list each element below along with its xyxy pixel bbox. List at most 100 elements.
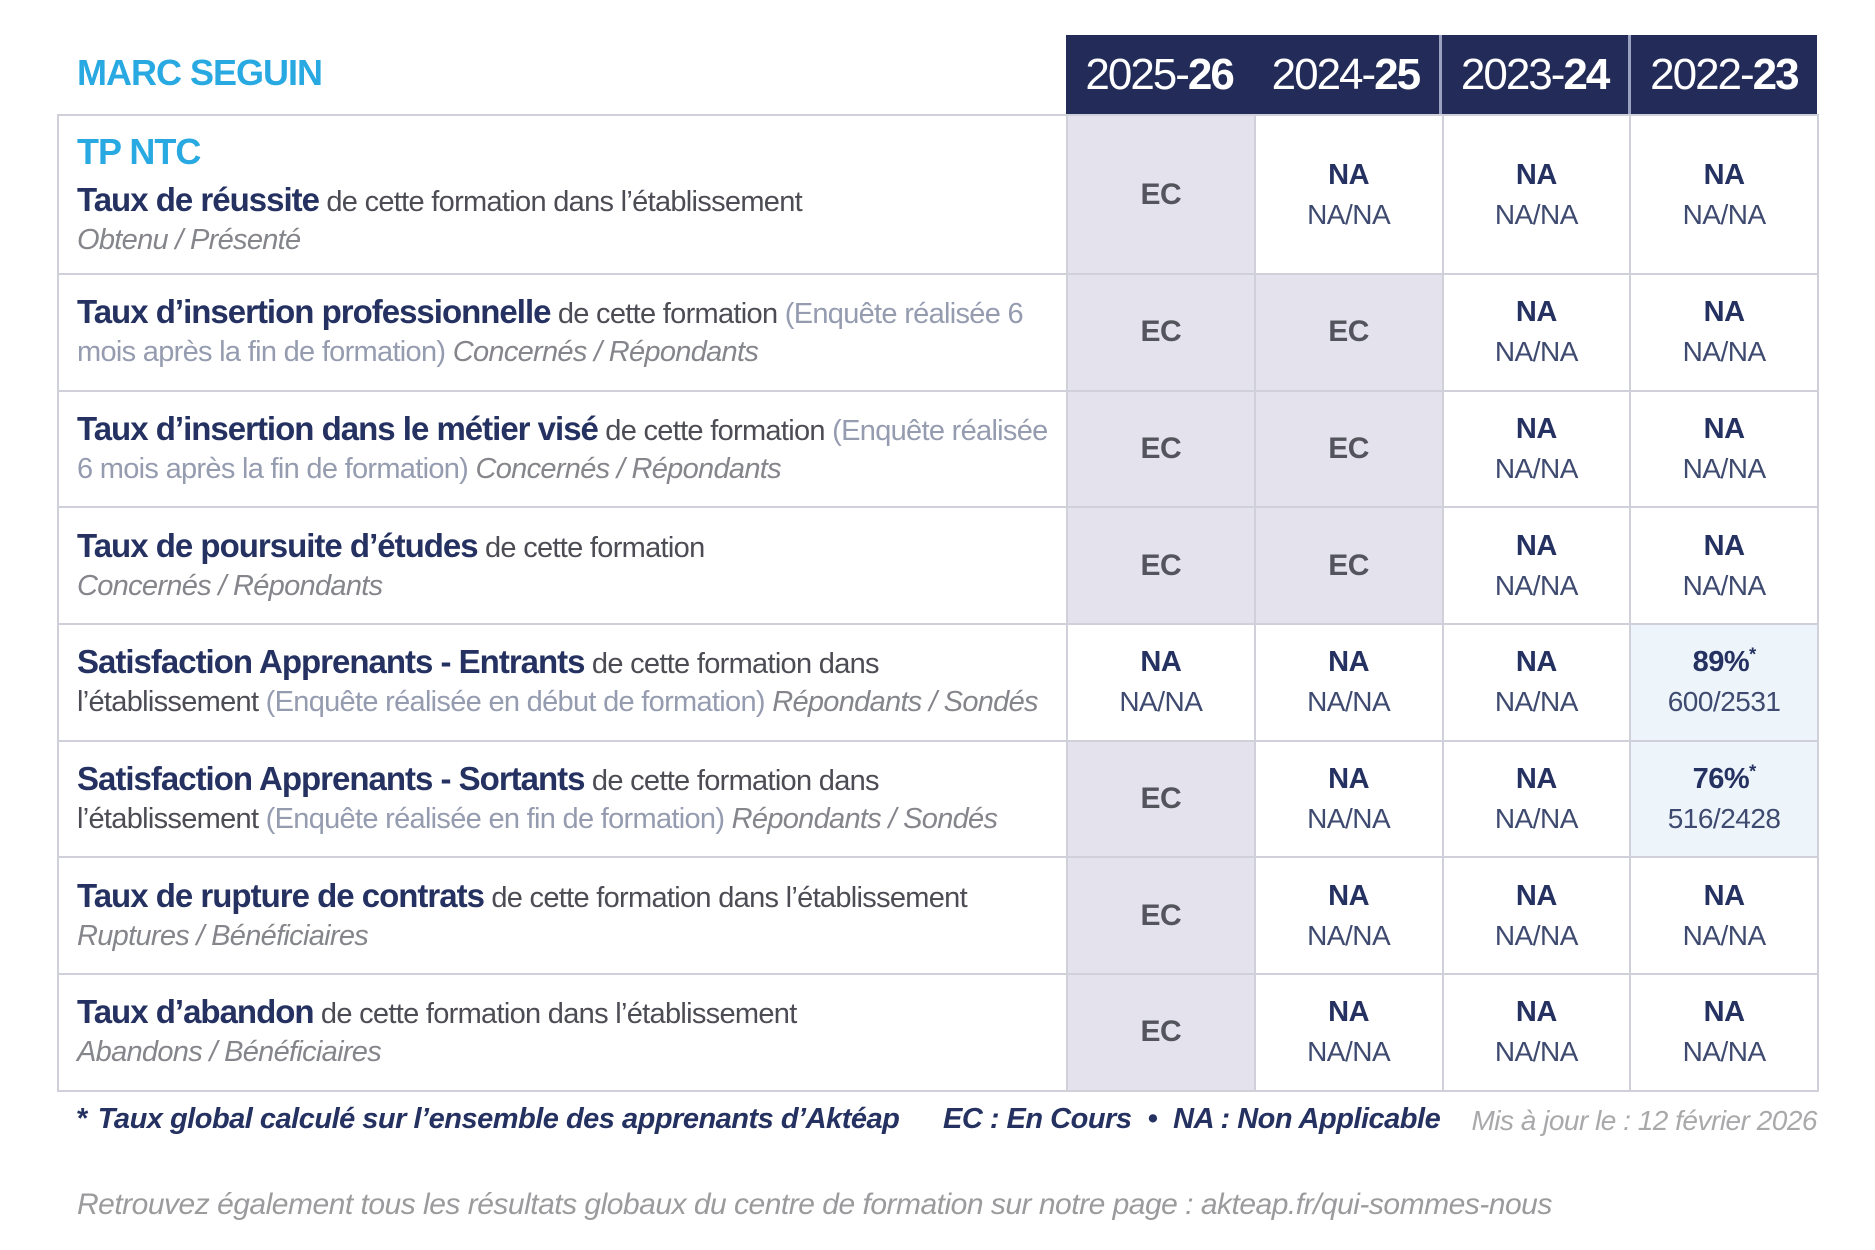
cell-value: NA — [1703, 996, 1745, 1029]
data-cell: 76%* 516/2428 — [1631, 741, 1819, 859]
data-cell: NA NA/NA — [1443, 508, 1632, 626]
row-label: Satisfaction Apprenants - Entrants de ce… — [59, 625, 1068, 742]
legend-separator: • — [1147, 1103, 1158, 1135]
data-cell: NA NA/NA — [1255, 858, 1444, 976]
metric-title: Satisfaction Apprenants - Entrants — [77, 643, 586, 681]
footnote-text: Taux global calculé sur l’ensemble des a… — [97, 1103, 900, 1135]
cell-value: NA — [1328, 996, 1370, 1029]
cell-value: NA — [1515, 529, 1557, 562]
year-header-cell: 2022- 23 — [1627, 35, 1817, 114]
cell-detail: NA/NA — [1494, 198, 1579, 230]
data-cell: 89%* 600/2531 — [1631, 625, 1819, 742]
metric-title: Taux d’abandon — [77, 993, 315, 1031]
row-label: Taux d’insertion professionnelle de cett… — [59, 275, 1068, 392]
metric-sub: Concernés / Répondants — [475, 453, 782, 486]
row-label: Taux de rupture de contrats de cette for… — [59, 858, 1068, 976]
footnote: * Taux global calculé sur l’ensemble des … — [77, 1103, 900, 1136]
metric-text: Taux de poursuite d’études de cette form… — [77, 527, 1050, 605]
metric-sub: Ruptures / Bénéficiaires — [77, 919, 369, 952]
row-label: TP NTC Taux de réussite de cette formati… — [59, 116, 1068, 275]
metric-sub: Obtenu / Présenté — [77, 223, 301, 256]
metric-desc: de cette formation dans l’établissement — [77, 648, 880, 719]
updated-date: Mis à jour le : 12 février 2026 — [1471, 1105, 1817, 1136]
data-cell: EC — [1255, 508, 1444, 626]
data-cell: EC — [1068, 275, 1256, 392]
data-cell: NA NA/NA — [1631, 116, 1819, 275]
cell-detail: NA/NA — [1307, 1036, 1391, 1068]
cell-value: NA — [1703, 413, 1745, 446]
metric-paren: (Enquête réalisée en début de formation) — [265, 686, 773, 719]
cell-value: EC — [1328, 548, 1369, 582]
cell-detail: NA/NA — [1494, 336, 1579, 368]
cell-value: NA — [1515, 763, 1557, 796]
cell-value: EC — [1140, 177, 1182, 211]
year-header-cell: 2023- 24 — [1438, 35, 1628, 114]
data-cell: EC — [1068, 858, 1256, 976]
cell-detail: NA/NA — [1119, 686, 1203, 718]
metric-desc: de cette formation dans l’établissement — [77, 765, 880, 836]
footer-info: Retrouvez également tous les résultats g… — [77, 1188, 1552, 1221]
cell-detail: NA/NA — [1682, 336, 1767, 368]
data-cell: NA NA/NA — [1631, 391, 1819, 509]
cell-value: EC — [1328, 432, 1369, 466]
results-table: TP NTC Taux de réussite de cette formati… — [57, 114, 1819, 1092]
metric-desc: de cette formation — [597, 415, 833, 448]
metric-text: Taux de rupture de contrats de cette for… — [77, 877, 1050, 955]
year-prefix: 2024- — [1271, 49, 1377, 99]
metric-sub: Répondants / Sondés — [772, 686, 1038, 719]
data-cell: NA NA/NA — [1255, 975, 1444, 1092]
year-prefix: 2023- — [1460, 49, 1566, 99]
cell-value: NA — [1515, 879, 1557, 912]
year-prefix: 2025- — [1085, 49, 1190, 99]
year-suffix: 25 — [1374, 49, 1421, 99]
cell-value: NA — [1515, 996, 1557, 1029]
data-cell: EC — [1068, 508, 1256, 626]
data-cell: NA NA/NA — [1443, 116, 1632, 275]
metric-title: Taux d’insertion professionnelle — [77, 293, 551, 331]
cell-detail: NA/NA — [1494, 569, 1579, 601]
data-cell: EC — [1068, 116, 1256, 275]
data-cell: NA NA/NA — [1631, 275, 1819, 392]
cell-value: EC — [1140, 432, 1182, 466]
metric-paren: (Enquête réalisée 6 mois après la fin de… — [77, 415, 1048, 486]
cell-value: EC — [1140, 315, 1182, 349]
metric-sub: Concernés / Répondants — [452, 336, 759, 369]
data-cell: EC — [1068, 391, 1256, 509]
cell-value: NA — [1328, 158, 1370, 191]
cell-value: EC — [1140, 548, 1182, 582]
cell-value: NA — [1515, 158, 1557, 191]
metric-text: Satisfaction Apprenants - Entrants de ce… — [77, 643, 1050, 721]
cell-detail: NA/NA — [1307, 198, 1391, 230]
cell-value: NA — [1515, 296, 1557, 329]
year-header-row: 2025- 26 2024- 25 2023- 24 2022- 23 — [1066, 35, 1817, 114]
metric-title: Satisfaction Apprenants - Sortants — [77, 760, 586, 798]
data-cell: NA NA/NA — [1631, 858, 1819, 976]
data-cell: NA NA/NA — [1255, 741, 1444, 859]
data-cell: EC — [1255, 391, 1444, 509]
cell-value: NA — [1328, 646, 1370, 679]
cell-detail: 600/2531 — [1667, 686, 1781, 718]
row-label: Taux d’insertion dans le métier visé de … — [59, 391, 1068, 509]
legend: EC : En Cours • NA : Non Applicable — [943, 1103, 1441, 1136]
year-header-cell: 2025- 26 — [1066, 35, 1252, 114]
metric-paren: (Enquête réalisée en fin de formation) — [265, 803, 732, 836]
metric-desc: de cette formation dans l’établissement — [483, 881, 967, 914]
metric-text: Taux d’insertion dans le métier visé de … — [77, 410, 1050, 488]
row-label: Taux d’abandon de cette formation dans l… — [59, 975, 1068, 1092]
metric-text: Taux de réussite de cette formation dans… — [77, 181, 1050, 259]
legend-na: NA : Non Applicable — [1173, 1103, 1441, 1135]
cell-detail: NA/NA — [1494, 919, 1579, 951]
data-cell: NA NA/NA — [1068, 625, 1256, 742]
data-cell: EC — [1068, 741, 1256, 859]
cell-value: EC — [1328, 315, 1369, 349]
cell-value: NA — [1515, 413, 1557, 446]
data-cell: NA NA/NA — [1443, 975, 1632, 1092]
cell-value: NA — [1328, 879, 1370, 912]
cell-detail: NA/NA — [1494, 686, 1579, 718]
year-header-cell: 2024- 25 — [1252, 35, 1438, 114]
data-cell: NA NA/NA — [1443, 625, 1632, 742]
cell-detail: 516/2428 — [1667, 803, 1781, 835]
cell-value: NA — [1703, 158, 1745, 191]
metric-sub: Abandons / Bénéficiaires — [77, 1036, 382, 1069]
